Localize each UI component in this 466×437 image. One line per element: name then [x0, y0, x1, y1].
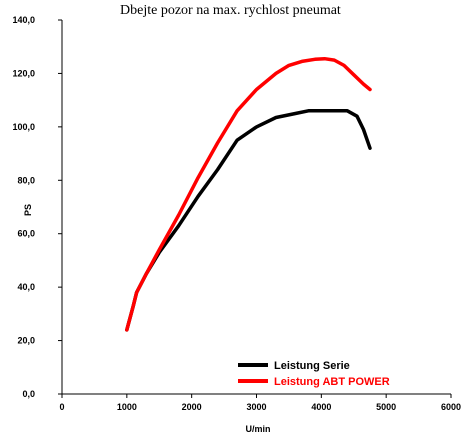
y-tick-label: 120,0: [12, 68, 35, 78]
legend: Leistung Serie Leistung ABT POWER: [238, 360, 390, 388]
x-tick-label: 1000: [117, 402, 137, 412]
header-text: Dbejte pozor na max. rychlost pneumat: [120, 3, 341, 18]
x-axis-label: U/min: [245, 424, 270, 434]
x-tick-label: 3000: [246, 402, 266, 412]
x-tick-label: 6000: [441, 402, 461, 412]
y-tick-label: 20,0: [17, 336, 35, 346]
series-line-leistung-serie: [125, 109, 372, 332]
x-tick-label: 4000: [311, 402, 331, 412]
axes: [61, 20, 451, 395]
y-axis-ticks: 0,0 20,0 40,0 60,0 80,0 100,0 120,0 140,0: [12, 15, 62, 399]
y-tick-label: 80,0: [17, 175, 35, 185]
x-tick-label: 2000: [182, 402, 202, 412]
x-axis-ticks: 0 1000 2000 3000 4000 5000 6000: [59, 394, 461, 412]
legend-label-abt-power: Leistung ABT POWER: [274, 376, 390, 388]
y-tick-label: 0,0: [22, 389, 35, 399]
series-line-leistung-abt-power: [125, 56, 372, 332]
x-tick-label: 5000: [376, 402, 396, 412]
y-tick-label: 40,0: [17, 282, 35, 292]
series-group: [125, 56, 372, 332]
y-tick-label: 100,0: [12, 122, 35, 132]
y-tick-label: 60,0: [17, 229, 35, 239]
y-axis-label: PS: [23, 204, 33, 216]
x-tick-label: 0: [59, 402, 64, 412]
y-tick-label: 140,0: [12, 15, 35, 25]
legend-label-serie: Leistung Serie: [274, 360, 350, 372]
